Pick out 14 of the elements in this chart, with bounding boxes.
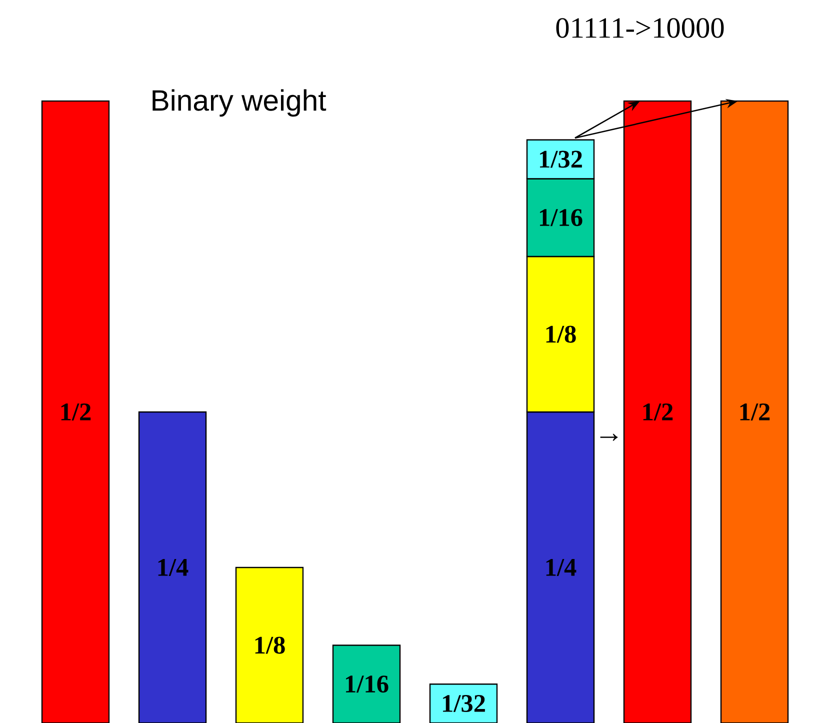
annotation: →: [600, 434, 618, 441]
data-label: 1/32: [540, 150, 582, 168]
data-label: 1/8: [546, 326, 576, 343]
data-label: 1/16: [540, 209, 582, 226]
data-label: 1/2: [740, 403, 770, 420]
data-label: 1/32: [443, 695, 485, 712]
data-label: 1/16: [346, 676, 388, 693]
data-label: 1/2: [643, 403, 673, 420]
data-label: 1/8: [255, 636, 285, 654]
data-label: 1/4: [158, 559, 188, 576]
data-label: 1/4: [546, 559, 576, 576]
chart-title: 01111->10000: [556, 18, 724, 38]
data-label: 1/2: [61, 403, 91, 420]
annotation: Binary weight: [152, 89, 326, 117]
